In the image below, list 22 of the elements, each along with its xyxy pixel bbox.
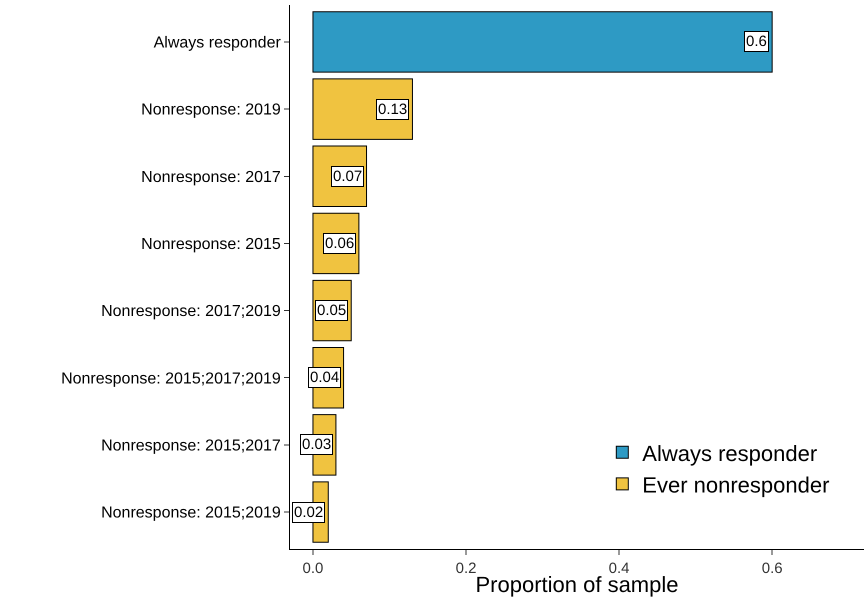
data-label: 0.04	[310, 369, 340, 386]
y-tick-label: Nonresponse: 2015	[141, 236, 281, 254]
data-label: 0.06	[325, 235, 354, 252]
bar	[312, 11, 773, 73]
legend-label: Ever nonresponder	[642, 472, 830, 498]
data-label: 0.07	[333, 168, 362, 185]
legend-label: Always responder	[642, 440, 818, 466]
y-tick-label: Nonresponse: 2015;2019	[101, 504, 281, 522]
y-tick-label: Nonresponse: 2017	[141, 168, 281, 186]
x-tick-label: 0.2	[456, 560, 476, 577]
data-label: 0.05	[317, 302, 346, 319]
y-tick-label: Nonresponse: 2015;2017	[101, 438, 281, 454]
data-label: 0.6	[746, 33, 767, 50]
data-label: 0.13	[378, 101, 408, 118]
y-tick-label: Nonresponse: 2015;2017;2019	[61, 370, 281, 388]
x-tick-label: 0.6	[762, 560, 783, 577]
x-tick-label: 0.0	[302, 560, 324, 577]
y-tick-label: Nonresponse: 2019	[141, 102, 281, 119]
data-label: 0.03	[302, 436, 332, 453]
y-tick-label: Nonresponse: 2017;2019	[101, 303, 281, 320]
data-label: 0.02	[294, 504, 324, 521]
y-tick-label: Always responder	[154, 34, 282, 52]
